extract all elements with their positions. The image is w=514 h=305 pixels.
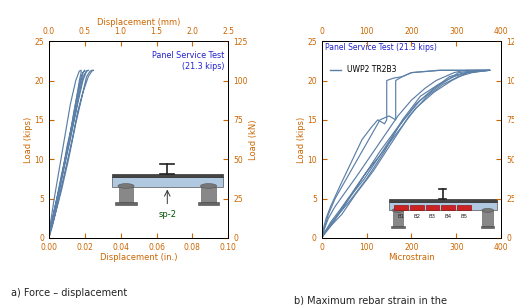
Bar (389, 199, 497, 202)
Ellipse shape (392, 208, 404, 212)
Text: Panel Service Test (21.3 kips): Panel Service Test (21.3 kips) (325, 43, 437, 52)
Text: B2: B2 (413, 214, 420, 219)
Text: b) Maximum rebar strain in the
transverse rib: b) Maximum rebar strain in the transvers… (293, 296, 447, 305)
Bar (457, 205, 471, 210)
Bar (410, 205, 424, 210)
Bar (112, 177, 223, 187)
X-axis label: Microstrain: Microstrain (388, 253, 435, 262)
Bar (201, 186, 216, 203)
Y-axis label: Load (kips): Load (kips) (24, 117, 33, 163)
Bar (198, 203, 219, 205)
Text: B1: B1 (397, 214, 405, 219)
Bar (112, 174, 223, 177)
Ellipse shape (118, 184, 134, 188)
Bar (394, 205, 408, 210)
Text: B5: B5 (461, 214, 467, 219)
Bar (481, 226, 494, 228)
Bar (389, 202, 497, 210)
Bar (391, 226, 405, 228)
Y-axis label: Load (kips): Load (kips) (297, 117, 306, 163)
Bar (482, 210, 493, 226)
Bar (442, 205, 455, 210)
Bar (119, 186, 133, 203)
Legend: UWP2 TR2B3: UWP2 TR2B3 (329, 65, 398, 75)
Text: Panel Service Test
(21.3 kips): Panel Service Test (21.3 kips) (153, 51, 225, 71)
Text: B4: B4 (445, 214, 452, 219)
Text: sp-2: sp-2 (158, 210, 176, 219)
Text: a) Force – displacement: a) Force – displacement (11, 288, 127, 298)
Ellipse shape (482, 208, 493, 212)
Text: B3: B3 (429, 214, 436, 219)
Bar (393, 210, 403, 226)
Bar (426, 205, 439, 210)
X-axis label: Displacement (in.): Displacement (in.) (100, 253, 177, 262)
Bar (115, 203, 137, 205)
Ellipse shape (200, 184, 217, 188)
X-axis label: Displacement (mm): Displacement (mm) (97, 17, 180, 27)
Y-axis label: Load (kN): Load (kN) (249, 119, 258, 160)
